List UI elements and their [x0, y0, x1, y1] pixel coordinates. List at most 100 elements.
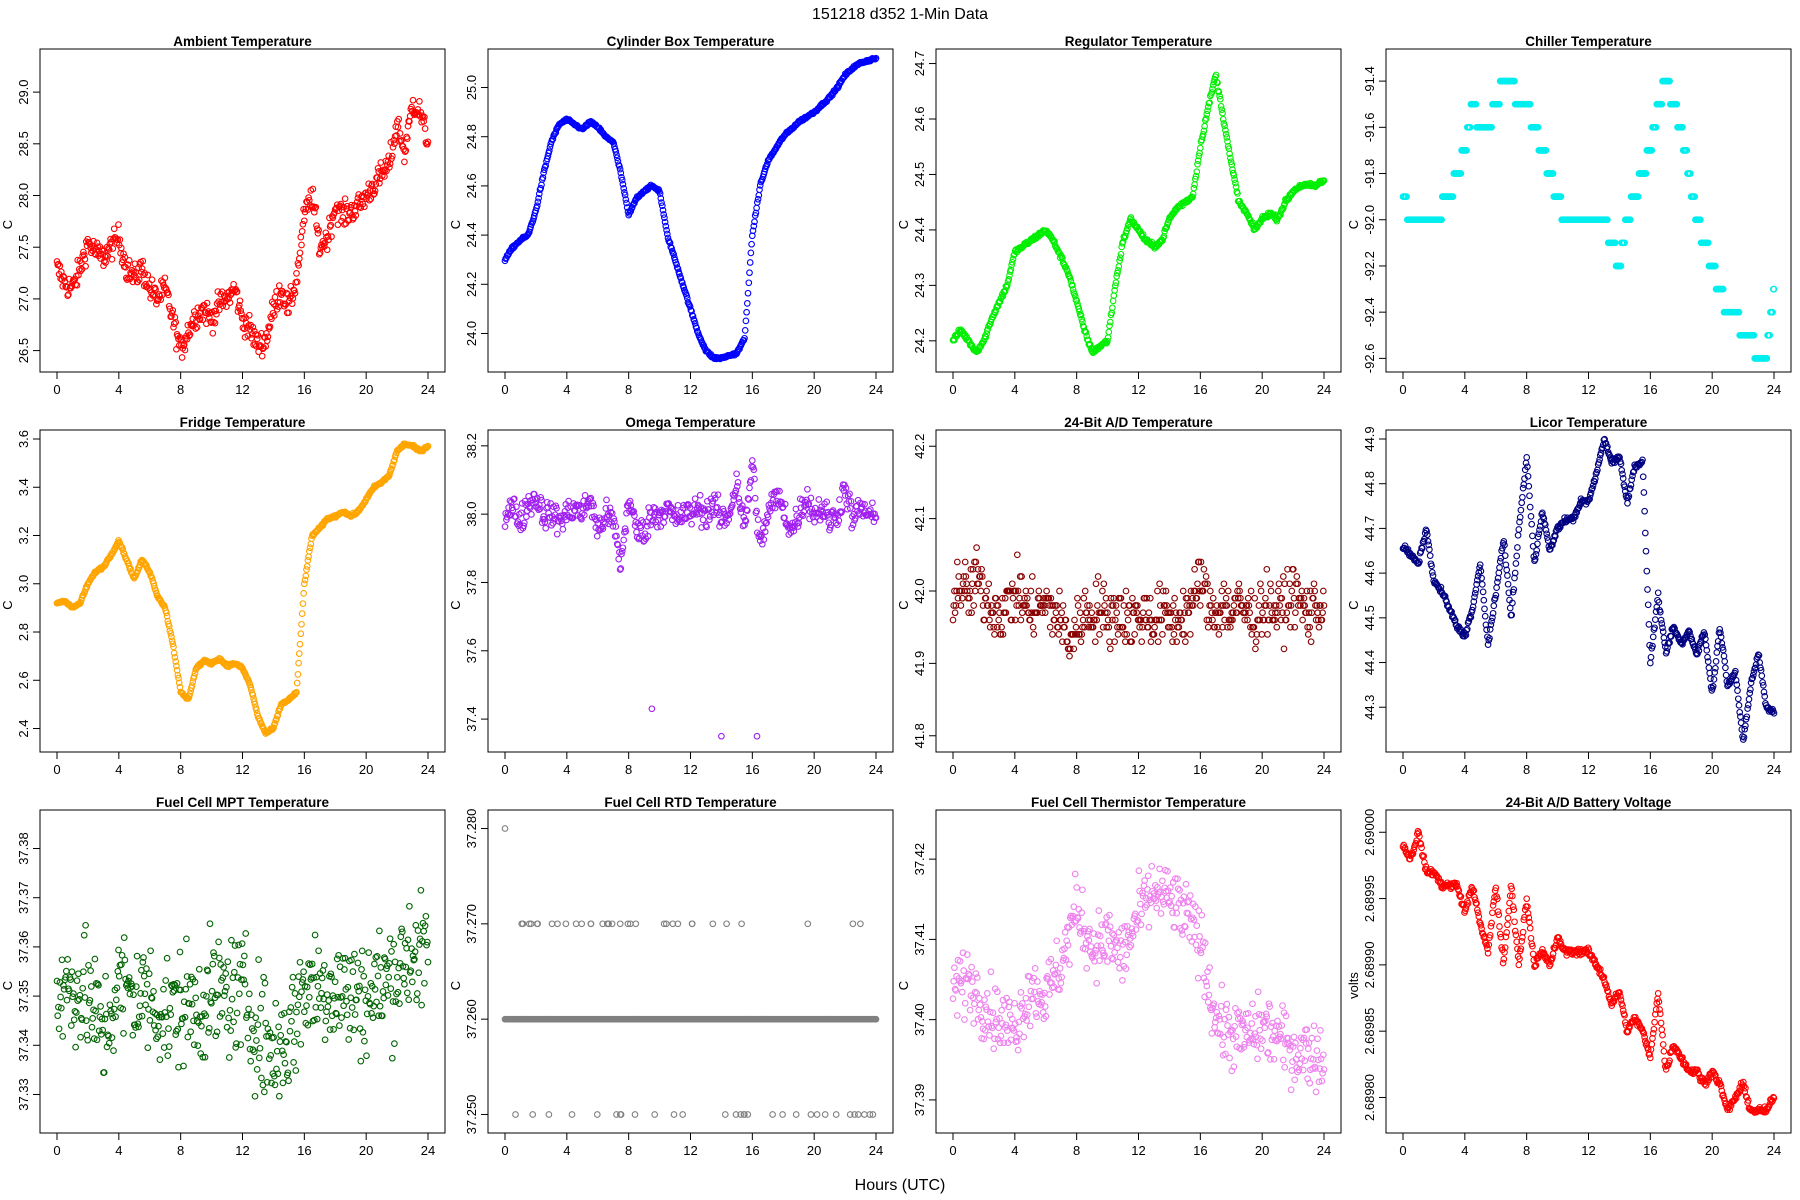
x-tick-label: 16 [1643, 762, 1657, 777]
data-point [1091, 638, 1099, 646]
data-point [1086, 341, 1093, 349]
y-tick-label: 38.2 [464, 433, 479, 458]
data-point [756, 186, 763, 194]
data-point [140, 271, 147, 279]
y-tick-label: 24.2 [464, 272, 479, 297]
data-point [1017, 616, 1025, 624]
data-point [196, 316, 204, 323]
data-point [535, 194, 542, 202]
data-point [1066, 275, 1074, 282]
data-point [360, 972, 368, 980]
x-tick-label: 16 [297, 1143, 311, 1158]
data-point [1534, 540, 1541, 548]
x-tick-label: 20 [807, 1143, 821, 1158]
data-point [387, 985, 395, 992]
data-point [1299, 182, 1307, 189]
data-point [1194, 160, 1201, 168]
data-point [303, 1002, 310, 1009]
data-point [1170, 631, 1178, 638]
data-point [133, 952, 141, 960]
data-point [312, 203, 320, 211]
data-point [1052, 609, 1060, 617]
data-point [226, 299, 234, 306]
panel-title: Regulator Temperature [1065, 34, 1213, 49]
data-point [1712, 658, 1720, 665]
data-point [256, 1044, 264, 1052]
data-point [129, 1031, 137, 1039]
data-point [272, 999, 280, 1007]
data-point [417, 886, 425, 894]
data-point [388, 1054, 396, 1062]
y-tick-label: 24.5 [912, 162, 927, 187]
data-point [1533, 547, 1541, 554]
data-point [982, 333, 990, 341]
data-point [1227, 158, 1235, 166]
data-point [998, 294, 1005, 301]
data-point [1055, 631, 1063, 638]
data-point [1114, 269, 1121, 277]
data-point [395, 115, 403, 123]
data-point [324, 232, 332, 240]
x-tick-label: 4 [563, 1143, 570, 1158]
data-point [345, 1036, 353, 1043]
data-point [658, 202, 666, 210]
series-points [501, 457, 880, 740]
data-point [1159, 631, 1166, 638]
data-point [318, 989, 325, 997]
data-point [361, 1037, 368, 1045]
data-point [354, 959, 362, 967]
y-tick-label: -92.0 [1362, 205, 1377, 235]
data-point [109, 245, 117, 252]
data-point [1202, 573, 1210, 580]
data-point [1222, 130, 1230, 138]
y-tick-label: 27.0 [16, 286, 31, 311]
data-point [349, 968, 357, 975]
y-tick-label: 26.5 [16, 338, 31, 363]
x-tick-label: 0 [53, 1143, 60, 1158]
data-point [1007, 266, 1015, 273]
x-tick-label: 16 [297, 382, 311, 397]
data-point [54, 1012, 62, 1020]
x-tick-label: 8 [1073, 382, 1080, 397]
data-point [748, 240, 755, 248]
data-point [1293, 573, 1301, 580]
y-axis-label: C [0, 981, 15, 990]
panel-title: 24-Bit A/D Temperature [1064, 415, 1213, 430]
data-point [1255, 602, 1263, 609]
y-tick-label: 24.7 [912, 51, 927, 76]
data-point [296, 249, 304, 257]
data-point [749, 227, 757, 235]
x-tick-label: 24 [1767, 382, 1781, 397]
x-tick-label: 20 [1705, 382, 1719, 397]
x-tick-label: 20 [359, 1143, 373, 1158]
data-point [1215, 631, 1223, 638]
y-tick-label: 37.33 [16, 1078, 31, 1111]
data-point [135, 276, 143, 284]
data-point [73, 977, 81, 984]
data-point [1493, 584, 1500, 591]
data-point [1234, 190, 1241, 197]
data-point [244, 1034, 252, 1042]
data-point [1216, 95, 1224, 103]
data-point [743, 308, 750, 316]
y-tick-label: 24.4 [912, 217, 927, 242]
data-point [165, 291, 172, 299]
data-point [322, 1017, 330, 1025]
series-points [501, 54, 880, 363]
data-point [1279, 204, 1287, 212]
data-point [401, 148, 409, 155]
x-tick-label: 12 [1131, 762, 1145, 777]
data-point [255, 956, 262, 963]
data-point [348, 1004, 356, 1011]
x-tick-label: 24 [1767, 762, 1781, 777]
data-point [1008, 261, 1015, 269]
data-point [1215, 88, 1223, 96]
data-point [836, 496, 843, 503]
data-point [400, 974, 408, 982]
data-point [1219, 115, 1227, 123]
data-point [872, 54, 880, 62]
data-point [1074, 602, 1082, 609]
data-point [328, 233, 335, 240]
data-point [275, 1023, 282, 1031]
